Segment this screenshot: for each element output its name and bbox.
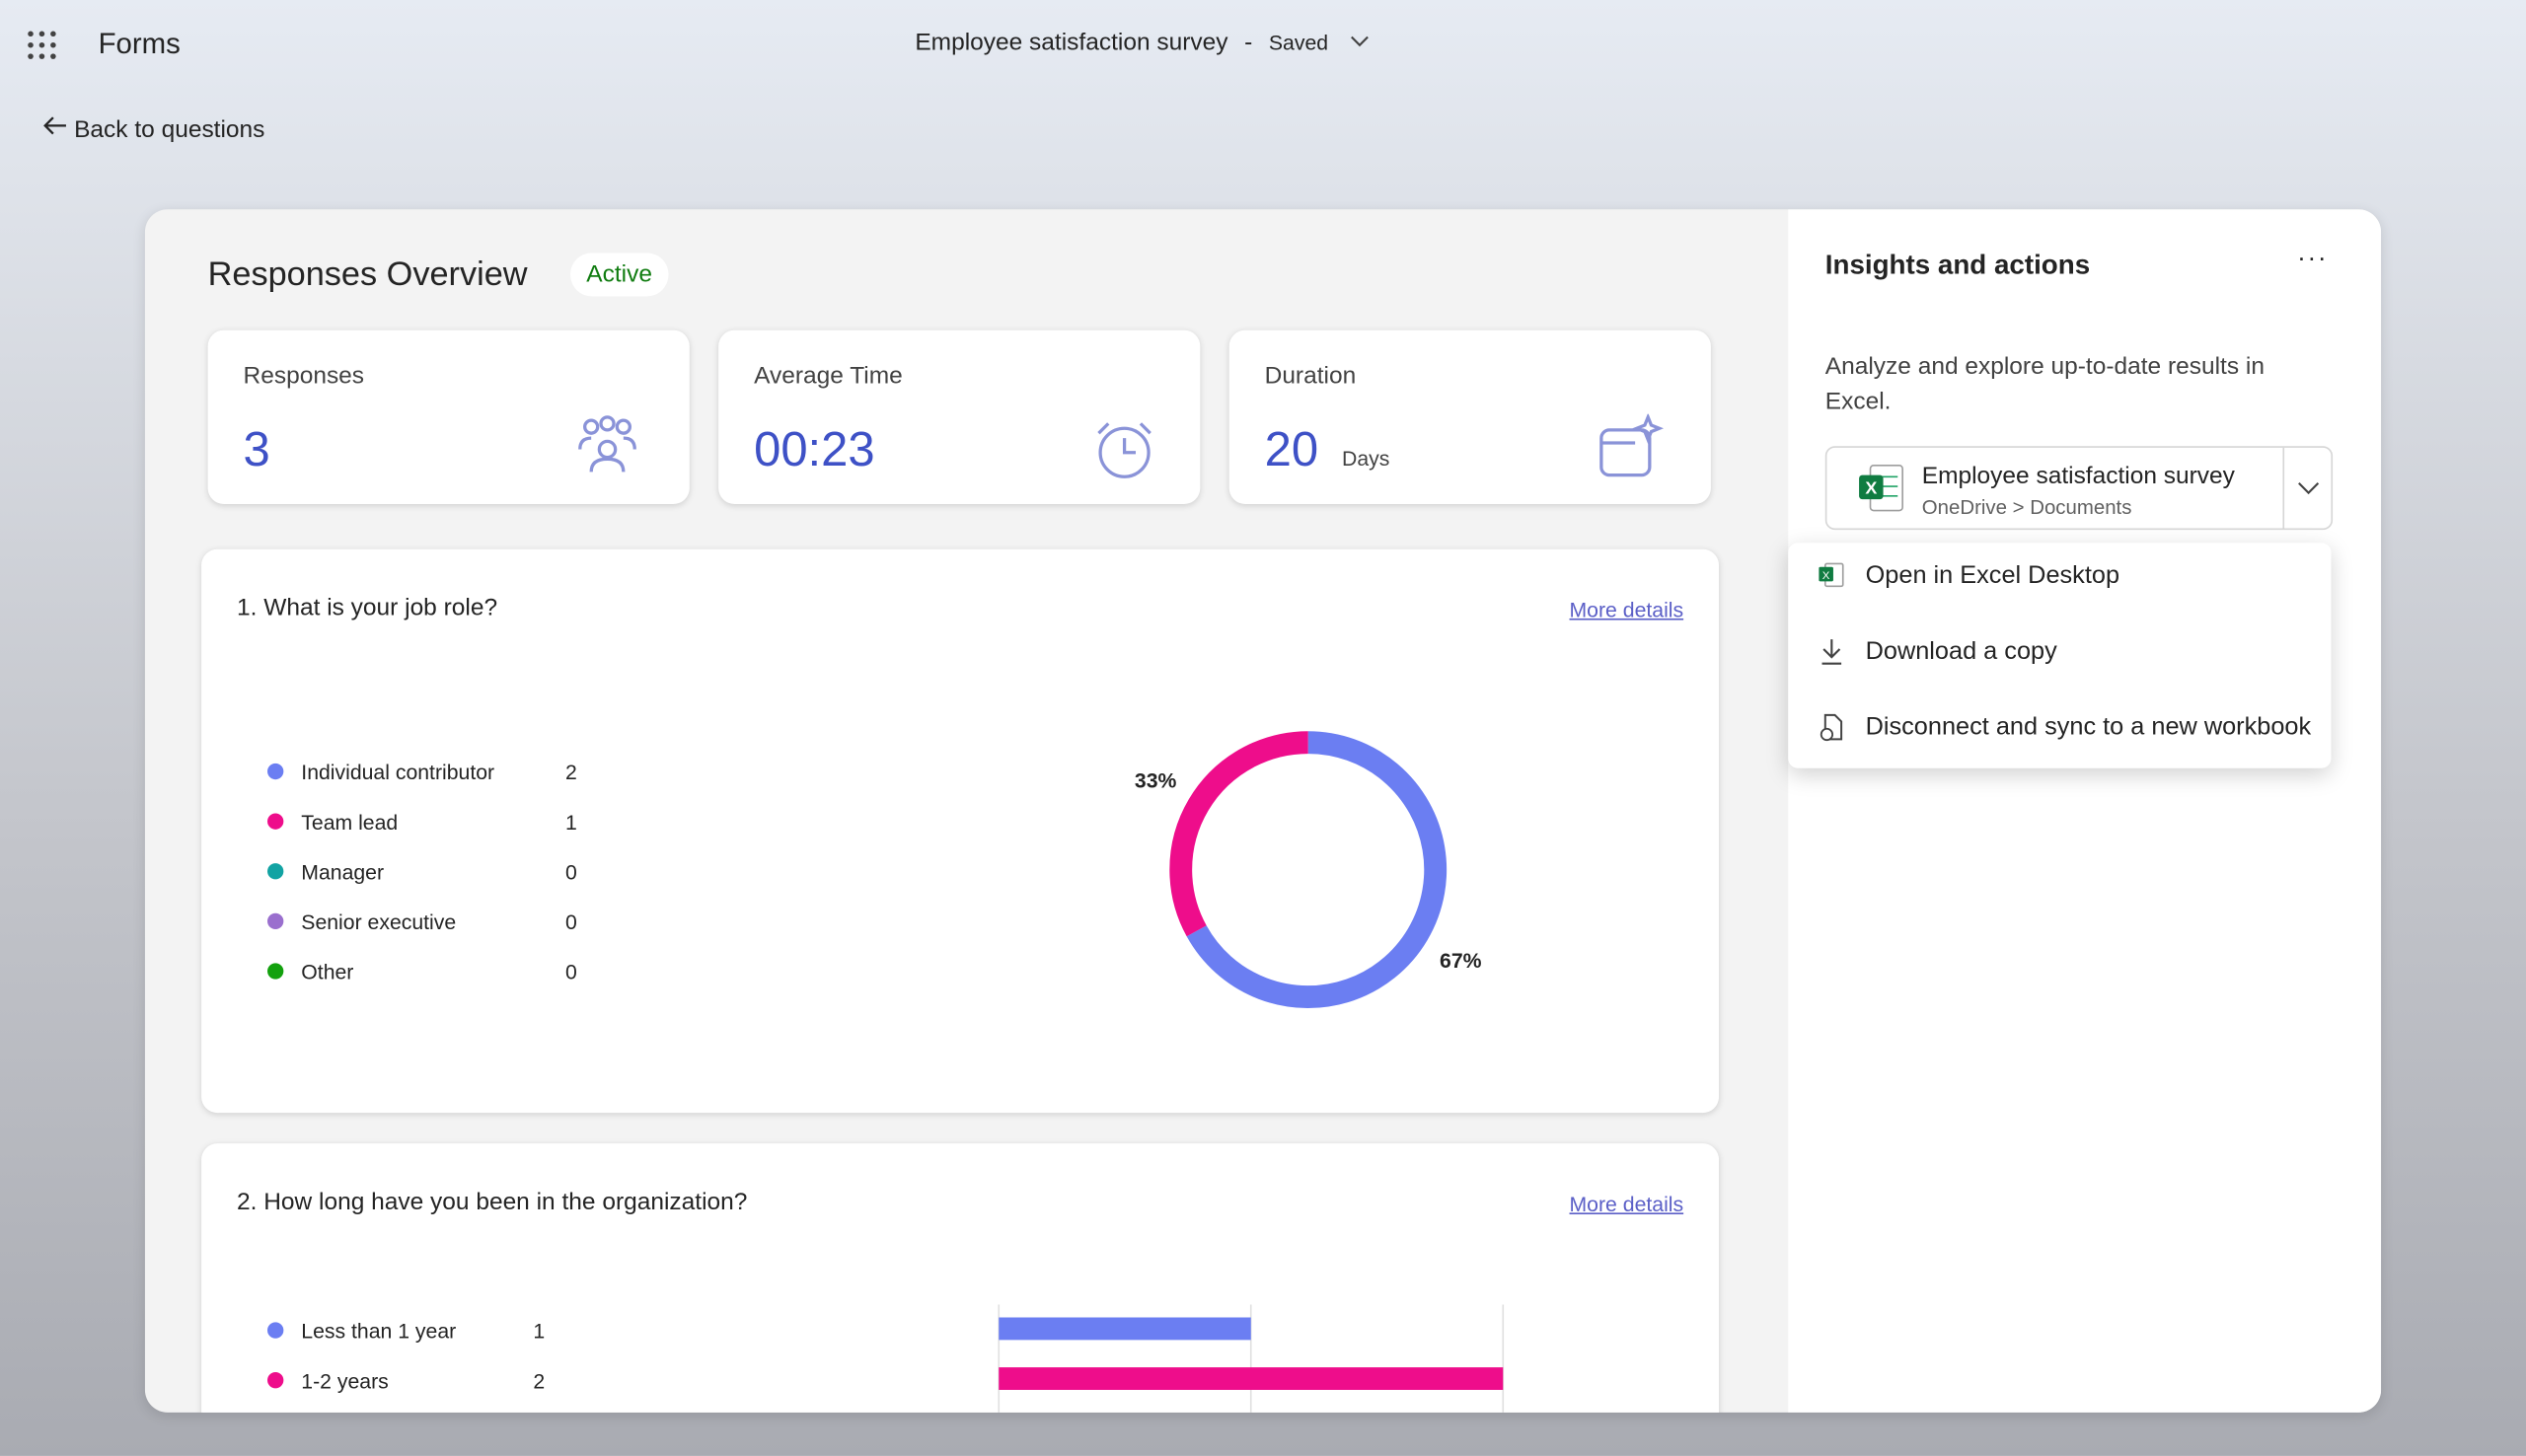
svg-text:X: X [1822, 570, 1830, 582]
bar-chart: Less than 1 year 1 1-2 years 2 [267, 1304, 1505, 1413]
legend-label: Team lead [301, 812, 398, 835]
legend-label: Senior executive [301, 911, 456, 934]
data-label: 33% [1135, 769, 1177, 792]
stat-label: Duration [1264, 362, 1357, 391]
separator: - [1244, 29, 1253, 57]
legend-label: Less than 1 year [301, 1321, 456, 1344]
donut-segment [1169, 731, 1308, 937]
question-title: 2. How long have you been in the organiz… [236, 1188, 748, 1216]
legend-count: 1 [533, 1321, 545, 1344]
main-panel: Responses Overview Active Responses 3 Av… [144, 209, 2382, 1413]
svg-text:X: X [1865, 477, 1877, 497]
back-link[interactable]: Back to questions [41, 114, 264, 143]
pie-chart: Individual contributor 2 Team lead 1 Manager… [267, 731, 1482, 1009]
survey-title: Employee satisfaction survey [915, 29, 1228, 57]
bar [999, 1317, 1251, 1341]
stat-value: 3 [243, 423, 270, 477]
legend-label: 1-2 years [301, 1370, 388, 1393]
stat-card: Average Time 00:23 [718, 329, 1201, 505]
stat-value: 00:23 [754, 423, 875, 477]
insights-panel: Insights and actions ··· Analyze and exp… [1788, 209, 2382, 1413]
menu-item[interactable]: Open in Excel Desktop [1865, 561, 2120, 590]
doc-title[interactable]: Employee satisfaction survey - Saved [915, 29, 1370, 56]
file-picker[interactable]: X Employee satisfaction survey OneDrive … [1824, 446, 2334, 531]
more-options[interactable]: ··· [2297, 245, 2329, 272]
excel-icon: X [1819, 562, 1844, 588]
dropdown-menu: X Open in Excel Desktop Download a copy … [1788, 543, 2332, 768]
dropdown-chevron[interactable] [2297, 480, 2320, 496]
stat-value: 20 [1264, 423, 1319, 477]
back-text: Back to questions [74, 115, 265, 144]
legend-dot [267, 813, 284, 830]
stat-card: Duration 20 Days [1228, 329, 1711, 505]
insights-title: Insights and actions [1824, 250, 2091, 281]
divider [2282, 447, 2285, 529]
chevron [1350, 36, 1369, 47]
legend-dot [267, 1322, 284, 1339]
status-badge: Active [569, 253, 669, 297]
legend-label: Manager [301, 861, 384, 884]
stat-card: Responses 3 [207, 329, 690, 505]
menu-item[interactable]: Disconnect and sync to a new workbook [1865, 713, 2312, 742]
people-icon [578, 415, 636, 473]
excel-icon: X [1859, 465, 1903, 512]
question-card: 1. What is your job role? More details I… [201, 548, 1720, 1114]
insights-description: Analyze and explore up-to-date results i… [1824, 352, 2265, 416]
donut-segment [1186, 731, 1448, 1009]
file-name: Employee satisfaction survey [1921, 462, 2235, 490]
legend-label: Individual contributor [301, 762, 494, 784]
legend-dot [267, 1372, 284, 1389]
back-arrow [43, 116, 66, 135]
legend-dot [267, 963, 284, 980]
stat-label: Average Time [754, 362, 903, 391]
more-details[interactable]: More details [1569, 597, 1684, 622]
legend-count: 0 [565, 962, 577, 984]
stat-label: Responses [243, 362, 365, 391]
menu-item[interactable]: Download a copy [1865, 637, 2057, 666]
legend-count: 0 [565, 861, 577, 884]
calendar-icon [1599, 413, 1665, 477]
legend-count: 2 [533, 1370, 545, 1393]
question-card: 2. How long have you been in the organiz… [201, 1143, 1720, 1413]
legend-count: 0 [565, 911, 577, 934]
sync-icon [1820, 713, 1843, 742]
file-path: OneDrive > Documents [1921, 495, 2132, 519]
alarm-icon [1097, 422, 1152, 478]
download-icon [1821, 639, 1842, 665]
save-status: Saved [1268, 31, 1329, 55]
data-label: 67% [1440, 950, 1482, 973]
legend-count: 1 [565, 812, 577, 835]
bar [999, 1367, 1504, 1390]
question-title: 1. What is your job role? [236, 594, 498, 622]
overview-title: Responses Overview [207, 255, 528, 294]
legend-dot [267, 763, 284, 780]
app-launcher[interactable] [26, 29, 58, 61]
legend-count: 2 [565, 762, 577, 784]
app-name: Forms [98, 27, 181, 60]
legend-dot [267, 912, 284, 930]
stat-unit: Days [1341, 446, 1390, 471]
more-details[interactable]: More details [1569, 1192, 1684, 1216]
legend-label: Other [301, 962, 353, 984]
legend-dot [267, 863, 284, 880]
